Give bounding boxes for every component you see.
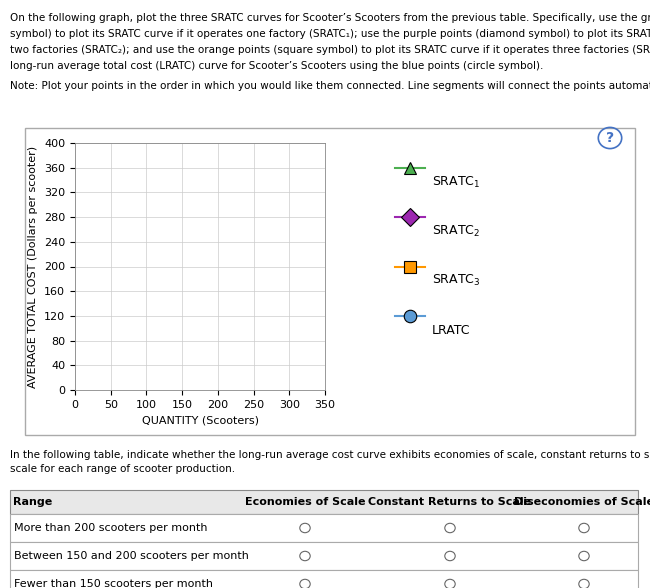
Text: SRATC$_1$: SRATC$_1$ [432, 175, 480, 189]
Text: Between 150 and 200 scooters per month: Between 150 and 200 scooters per month [14, 551, 249, 561]
Text: Diseconomies of Scale: Diseconomies of Scale [514, 497, 650, 507]
Text: Fewer than 150 scooters per month: Fewer than 150 scooters per month [14, 579, 213, 588]
Text: SRATC$_3$: SRATC$_3$ [432, 273, 480, 288]
Text: two factories (SRATC₂); and use the orange points (square symbol) to plot its SR: two factories (SRATC₂); and use the oran… [10, 45, 650, 55]
Text: Economies of Scale: Economies of Scale [245, 497, 365, 507]
Text: ?: ? [606, 131, 614, 145]
Text: SRATC$_2$: SRATC$_2$ [432, 224, 480, 239]
Text: Note: Plot your points in the order in which you would like them connected. Line: Note: Plot your points in the order in w… [10, 81, 650, 91]
Text: scale for each range of scooter production.: scale for each range of scooter producti… [10, 464, 235, 474]
Text: On the following graph, plot the three SRATC curves for Scooter’s Scooters from : On the following graph, plot the three S… [10, 13, 650, 23]
Text: Range: Range [13, 497, 52, 507]
Text: Constant Returns to Scale: Constant Returns to Scale [369, 497, 532, 507]
Y-axis label: AVERAGE TOTAL COST (Dollars per scooter): AVERAGE TOTAL COST (Dollars per scooter) [29, 145, 38, 387]
X-axis label: QUANTITY (Scooters): QUANTITY (Scooters) [142, 415, 259, 425]
Text: In the following table, indicate whether the long-run average cost curve exhibit: In the following table, indicate whether… [10, 450, 650, 460]
Text: LRATC: LRATC [432, 324, 470, 337]
Text: symbol) to plot its SRATC curve if it operates one factory (SRATC₁); use the pur: symbol) to plot its SRATC curve if it op… [10, 29, 650, 39]
Text: long-run average total cost (LRATC) curve for Scooter’s Scooters using the blue : long-run average total cost (LRATC) curv… [10, 61, 543, 71]
Text: More than 200 scooters per month: More than 200 scooters per month [14, 523, 207, 533]
